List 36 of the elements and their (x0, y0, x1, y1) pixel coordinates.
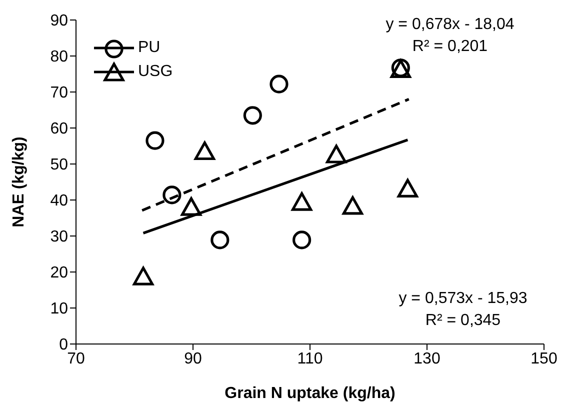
y-tick-label: 90 (50, 12, 68, 30)
y-tick-label: 10 (50, 300, 68, 318)
y-tick-label: 40 (50, 192, 68, 210)
x-tick-label: 110 (297, 350, 323, 368)
y-tick-label: 50 (50, 156, 68, 174)
y-tick-label: 70 (50, 84, 68, 102)
point (342, 196, 364, 215)
y-tick-label: 20 (50, 264, 68, 282)
x-tick-label: 130 (414, 350, 440, 368)
point (326, 144, 347, 164)
y-tick-label: 30 (50, 228, 68, 246)
point (270, 74, 288, 94)
point (292, 192, 312, 211)
point (292, 230, 312, 250)
y-axis-title: NAE (kg/kg) (10, 136, 28, 228)
point (194, 141, 215, 160)
point (210, 230, 230, 250)
y-tick-label: 60 (50, 120, 68, 138)
annotation: R² = 0,345 (425, 312, 501, 330)
annotation: y = 0,678x - 18,04 (386, 16, 514, 34)
point (180, 197, 202, 216)
x-axis-title: Grain N uptake (kg/ha) (224, 385, 396, 402)
point (132, 266, 154, 286)
point (162, 186, 182, 204)
point (397, 178, 418, 198)
x-tick-label: 150 (530, 350, 558, 368)
legend-label: USG (138, 63, 173, 81)
y-tick-label: 0 (59, 336, 68, 354)
annotation: R² = 0,201 (412, 38, 488, 56)
point (243, 106, 262, 125)
annotation: y = 0,573x - 15,93 (398, 290, 528, 308)
x-tick-label: 70 (67, 350, 85, 368)
x-tick-label: 90 (184, 350, 202, 368)
y-tick-label: 80 (50, 48, 68, 66)
point (146, 131, 164, 150)
legend-label: PU (138, 39, 160, 57)
